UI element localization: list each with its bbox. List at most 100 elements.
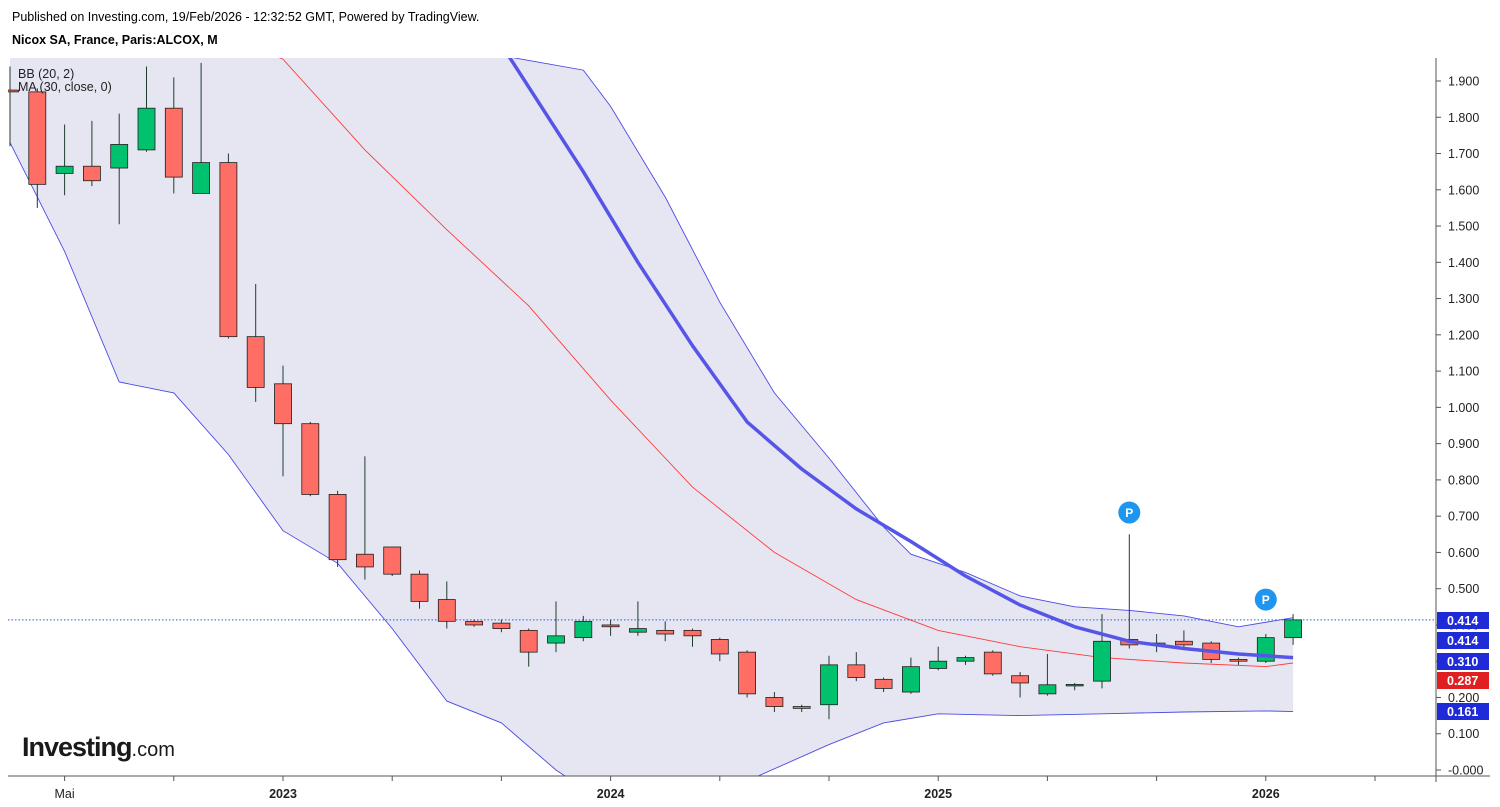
legend-entry: BB (20, 2) [18,67,74,81]
y-tick-label: 1.200 [1448,328,1479,342]
candle [437,581,456,629]
candle-body-down [274,383,292,425]
logo-suffix: .com [131,739,175,761]
candle-body-up [547,635,565,644]
candle-body-down [410,573,429,602]
candle-body-up [629,628,647,633]
candle-body-down [164,107,183,178]
candle [219,153,238,339]
candle-body-down [656,629,675,635]
candle-body-down [219,162,238,338]
candle [629,601,647,636]
candle [683,628,702,647]
candle-body-down [437,599,456,622]
candle [164,77,183,194]
candle [1175,630,1193,649]
x-tick-label: 2023 [269,787,297,801]
candle-body-down [601,624,620,628]
candle [492,619,511,633]
candle-body-up [820,664,838,706]
candle [28,88,47,208]
price-label-box [1437,653,1489,670]
candle-body-down [765,697,784,707]
published-note: Published on Investing.com, 19/Feb/2026 … [12,10,480,24]
y-tick-label: 1.900 [1448,75,1479,89]
candle-body-up [1065,684,1084,687]
x-tick-label: 2025 [924,787,952,801]
candle [792,704,811,712]
candle-body-up [110,144,129,169]
candle [1038,653,1057,696]
candle-body-down [738,651,756,695]
candle [1256,634,1275,664]
candle-body-down [710,639,729,655]
candle [820,655,838,720]
candle [738,650,756,698]
candle [1065,682,1084,691]
bollinger-upper-line [512,58,1294,628]
candle [656,621,675,642]
price-label-text: 0.414 [1447,634,1478,648]
candle-body-down [383,546,402,575]
candle-body-up [55,165,74,174]
candle [519,628,538,667]
candle [929,646,948,671]
price-label-text: 0.161 [1447,705,1478,719]
candle [328,490,347,567]
candle [246,284,265,402]
candle [83,120,101,187]
candle [1284,614,1302,645]
x-tick-label: Mai [55,787,75,801]
bollinger-band-fill [10,58,1294,776]
bollinger-lower-line [9,142,1294,776]
candle-body-up [137,107,156,151]
candle-body-down [28,91,47,185]
y-tick-label: 1.100 [1448,365,1479,379]
candle-body-up [1038,684,1057,695]
candle [902,657,920,694]
candle [1093,614,1111,689]
y-tick-label: 1.600 [1448,183,1479,197]
candle-body-down [8,89,19,93]
candle-body-down [519,629,538,653]
price-label-box [1437,703,1489,720]
price-label-box [1437,612,1489,629]
candle [110,113,129,225]
marker-circle [1118,501,1141,524]
candle-body-up [574,620,593,639]
candle [383,546,402,576]
marker-circle [1254,588,1277,611]
y-tick-label: 0.900 [1448,437,1479,451]
candle [956,655,975,665]
candle [274,365,292,477]
candle-body-down [683,629,702,637]
candle [1229,657,1248,665]
y-tick-label: 1.400 [1448,256,1479,270]
candle [1011,672,1029,698]
candle-body-up [1284,619,1302,639]
candle-body-down [301,423,320,495]
candle [137,66,156,152]
candle-body-down [792,706,811,709]
y-tick-label: 1.700 [1448,147,1479,161]
y-tick-label: 0.600 [1448,546,1479,560]
candle [874,677,893,693]
candle-body-down [983,651,1002,675]
candle-body-down [246,336,265,388]
price-label-text: 0.414 [1447,614,1478,628]
candle [547,601,565,653]
investing-logo: Investing.com [22,732,175,763]
candle [765,692,784,712]
y-tick-label: -0.000 [1448,764,1483,778]
candle-body-up [192,162,211,194]
candle-body-up [902,666,920,693]
candle-body-down [847,664,866,678]
candle-body-down [492,622,511,629]
candle [983,650,1002,676]
candle-body-down [1011,675,1029,684]
price-label-box [1437,632,1489,649]
candle [410,570,429,609]
symbol-title: Nicox SA, France, Paris:ALCOX, M [12,33,218,47]
candle [710,637,729,662]
